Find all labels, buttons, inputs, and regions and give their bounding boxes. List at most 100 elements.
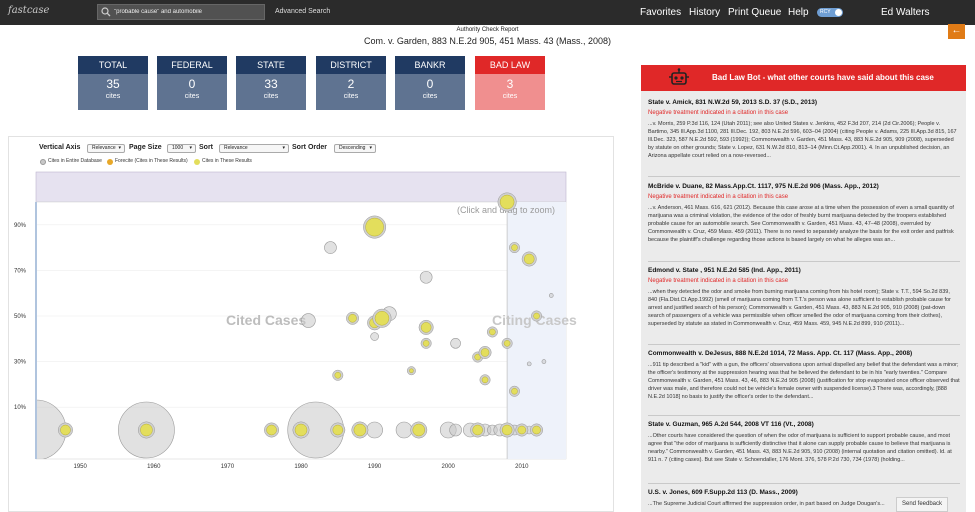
bubble-yellow [140,423,153,437]
bubble-gray [449,423,462,437]
nav-print-queue[interactable]: Print Queue [728,7,782,18]
search-input[interactable] [114,6,262,18]
send-feedback-button[interactable]: Send feedback [896,497,948,512]
top-bar: fastcase Advanced Search Favorites Histo… [0,0,975,25]
result-title[interactable]: McBride v. Duane, 82 Mass.App.Ct. 1117, … [648,183,879,190]
result-title[interactable]: Edmond v. State , 951 N.E.2d 585 (Ind. A… [648,267,801,274]
divider [648,344,960,345]
fastcase-logo[interactable]: fastcase [8,5,50,16]
x-tick-label: 1950 [73,464,87,470]
card-header: TOTAL [78,56,148,74]
select-value: Descending [339,145,366,151]
card-label: cites [184,93,200,100]
bubble-gray [370,332,379,341]
card-label: cites [343,93,359,100]
sort-label: Sort [199,144,213,151]
negative-treatment-note: Negative treatment indicated in a citati… [648,110,789,116]
bubble-yellow [481,376,489,384]
y-tick-label: 30% [14,360,27,366]
legend-these-results[interactable]: Cites in These Results [202,158,252,164]
result-title[interactable]: U.S. v. Jones, 609 F.Supp.2d 113 (D. Mas… [648,489,798,496]
bubble-yellow [517,425,527,435]
card-bankr[interactable]: BANKR 0 cites [395,56,465,110]
citing-region [507,202,566,459]
card-label: cites [263,93,279,100]
result-title[interactable]: State v. Guzman, 965 A.2d 544, 2008 VT 1… [648,421,814,428]
card-value: 0 [426,77,434,91]
sort-order-select[interactable]: Descending ▾ [334,144,376,153]
toggle-knob [835,9,842,16]
card-total[interactable]: TOTAL 35 cites [78,56,148,110]
bubbles[interactable] [6,192,554,460]
divider [648,415,960,416]
advanced-search-link[interactable]: Advanced Search [275,8,331,15]
zoom-band[interactable] [35,171,567,203]
chevron-down-icon: ▾ [282,145,285,151]
bubble-gray [526,361,532,367]
bubble-yellow [533,312,540,320]
grid-lines [36,224,566,408]
bubble-gray [366,421,383,439]
card-state[interactable]: STATE 33 cites [236,56,306,110]
legend-forecite[interactable]: Forecite (Cites in These Results) [115,158,188,164]
legend-entire-database[interactable]: Cites in Entire Database [48,158,102,164]
chevron-down-icon: ▾ [369,145,372,151]
legend-yellow-dot [194,159,200,165]
bubble-yellow [409,368,414,373]
y-tick-label: 90% [14,223,27,229]
x-tick-label: 1990 [368,464,382,470]
card-district[interactable]: DISTRICT 2 cites [316,56,386,110]
card-value: 33 [264,77,278,91]
bubble-yellow [511,244,518,251]
vertical-axis-select[interactable]: Relevance ▾ [87,144,125,153]
result-title[interactable]: State v. Amick, 831 N.W.2d 59, 2013 S.D.… [648,99,818,106]
user-menu[interactable]: Ed Walters [881,7,930,18]
card-label: cites [502,93,518,100]
rcy-toggle[interactable]: RCY [817,8,843,17]
bubble-yellow [60,424,71,436]
bubble-yellow [294,423,308,437]
card-bad-law[interactable]: BAD LAW 3 cites [475,56,545,110]
result-item: U.S. v. Jones, 609 F.Supp.2d 113 (D. Mas… [648,489,960,508]
card-label: cites [105,93,121,100]
page-size-select[interactable]: 1000 ▾ [167,144,196,153]
bubble-yellow [480,348,490,357]
sort-select[interactable]: Relevance ▾ [219,144,289,153]
bubble-yellow [332,424,344,436]
y-tick-label: 10% [14,405,27,411]
bad-law-bot-title: Bad Law Bot - what other courts have sai… [712,73,934,82]
bubble-yellow [412,423,426,437]
bubble-yellow [353,423,367,437]
search-box[interactable] [97,4,265,20]
sort-order-label: Sort Order [292,144,328,151]
bubble-yellow [532,425,541,435]
result-snippet: ...v. Anderson, 461 Mass. 616, 621 (2012… [648,205,954,243]
card-header: BANKR [395,56,465,74]
legend-gray-dot [40,159,46,165]
bubble-gray [324,241,337,254]
card-header: FEDERAL [157,56,227,74]
nav-help[interactable]: Help [788,7,809,18]
result-item: State v. Guzman, 965 A.2d 544, 2008 VT 1… [648,421,960,464]
back-arrow-button[interactable]: ← [948,24,965,39]
bubble-yellow [523,253,535,265]
bubble-gray [541,359,547,364]
bubble-yellow [501,424,513,436]
bubble-yellow [365,217,384,237]
toggle-label: RCY [820,9,831,15]
y-axis: 10% 30% 50% 70% 90% [14,202,37,459]
card-label: cites [422,93,438,100]
result-title[interactable]: Commonwealth v. DeJesus, 888 N.E.2d 1014… [648,350,913,357]
bubble-yellow [503,340,511,347]
nav-favorites[interactable]: Favorites [640,7,682,18]
result-snippet: ...when they detected the odor and smoke… [648,289,951,327]
bad-law-bot-panel: Bad Law Bot - what other courts have sai… [641,65,966,512]
result-snippet: ...911 tip described a "kid" with a gun,… [648,362,960,400]
nav-history[interactable]: History [689,7,721,18]
result-item: State v. Amick, 831 N.W.2d 59, 2013 S.D.… [648,99,960,160]
card-federal[interactable]: FEDERAL 0 cites [157,56,227,110]
card-value: 0 [188,77,196,91]
select-value: Relevance [92,145,116,151]
bubble-yellow [348,314,357,323]
